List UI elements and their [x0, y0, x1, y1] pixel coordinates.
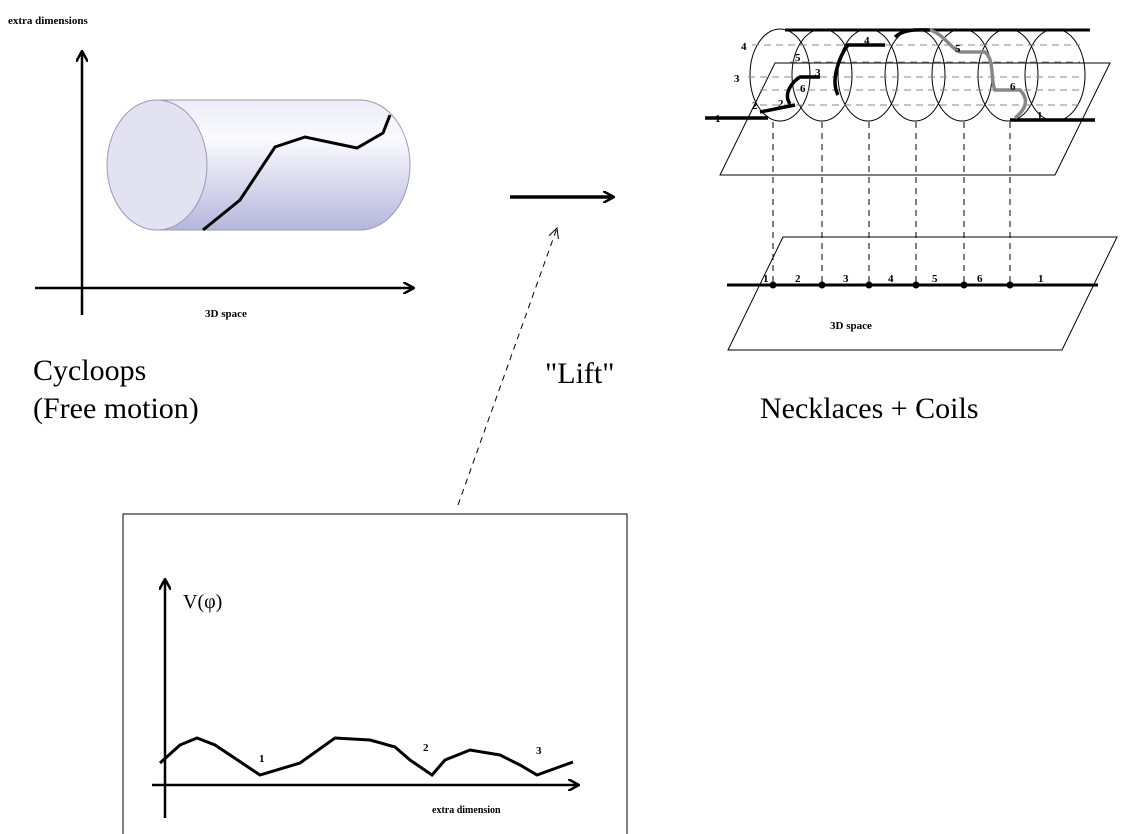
upper-plane — [719, 62, 1111, 176]
minimum-label: 2 — [423, 742, 429, 754]
point-label: 2 — [795, 273, 801, 285]
plane-label: 3D space — [830, 320, 872, 332]
caption: Cycloops — [33, 354, 146, 387]
coil-label: 3 — [734, 73, 740, 85]
minimum-label: 3 — [536, 745, 542, 757]
coil-label: 1 — [715, 113, 721, 125]
caption: Necklaces + Coils — [760, 392, 979, 425]
y-axis-label: V(φ) — [183, 591, 222, 613]
lower-plane — [727, 236, 1118, 351]
minimum-label: 1 — [259, 753, 265, 765]
path-curve — [202, 114, 392, 232]
cylinder-end — [106, 99, 208, 231]
right-panel — [705, 28, 1118, 351]
necklace-rings — [749, 28, 1086, 122]
coil-label: 1 — [1037, 110, 1043, 122]
x-axis-label: 3D space — [205, 308, 247, 320]
lift-arrow — [457, 228, 557, 506]
point-label: 5 — [932, 273, 938, 285]
point-label: 1 — [1038, 273, 1044, 285]
coil-label: 2 — [778, 98, 784, 110]
panel-frame — [122, 513, 628, 834]
coil-label: 6 — [1010, 81, 1016, 93]
cylinder-labels: 4 3 5 6 3 2 2 1 4 5 6 1 — [715, 35, 1043, 125]
coil-label: 2 — [752, 100, 758, 112]
point-label: 1 — [763, 273, 769, 285]
cylinder — [156, 99, 411, 231]
caption: (Free motion) — [33, 392, 199, 425]
coil-label: 5 — [955, 43, 961, 55]
coil-label: 4 — [864, 35, 870, 47]
point-label: 4 — [888, 273, 894, 285]
left-panel: extra dimensions 3D space Cycloops (Free… — [8, 15, 413, 425]
coil-label: 3 — [815, 67, 821, 79]
coil-label: 6 — [800, 83, 806, 95]
potential-curve — [158, 736, 574, 777]
point-label: 3 — [843, 273, 849, 285]
coil-label: 5 — [795, 52, 801, 64]
line-labels: 1 2 3 4 5 6 1 — [763, 273, 1044, 285]
point-label: 6 — [977, 273, 983, 285]
potential-panel: V(φ) 1 2 3 extra dimension — [122, 513, 628, 834]
lift-label: "Lift" — [545, 357, 614, 390]
coil-label: 4 — [741, 41, 747, 53]
x-axis-label: extra dimension — [432, 805, 501, 816]
y-axis-label: extra dimensions — [8, 15, 88, 27]
